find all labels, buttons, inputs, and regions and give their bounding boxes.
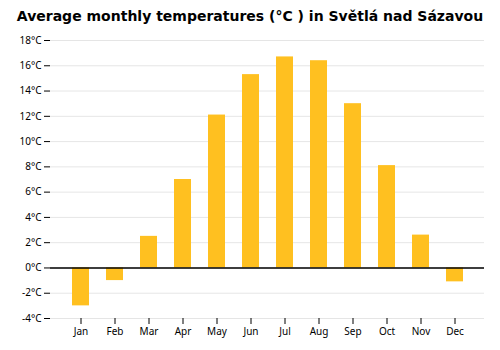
svg-text:12°C: 12°C: [19, 109, 42, 123]
svg-text:-4°C: -4°C: [22, 311, 42, 325]
svg-text:6°C: 6°C: [25, 184, 42, 198]
svg-text:Jun: Jun: [242, 324, 258, 338]
svg-text:16°C: 16°C: [19, 58, 42, 72]
svg-text:May: May: [207, 324, 228, 338]
svg-text:Jan: Jan: [73, 324, 89, 338]
svg-text:Nov: Nov: [412, 324, 431, 338]
svg-text:Jul: Jul: [278, 324, 291, 338]
svg-text:Aug: Aug: [310, 324, 329, 338]
svg-text:Sep: Sep: [344, 324, 361, 338]
svg-text:8°C: 8°C: [25, 159, 42, 173]
svg-text:2°C: 2°C: [25, 235, 42, 249]
svg-text:Feb: Feb: [107, 324, 124, 338]
svg-text:18°C: 18°C: [19, 33, 42, 47]
svg-text:Dec: Dec: [446, 324, 464, 338]
svg-text:Apr: Apr: [175, 324, 192, 338]
svg-text:Oct: Oct: [379, 324, 396, 338]
svg-text:-2°C: -2°C: [22, 285, 42, 299]
svg-text:14°C: 14°C: [19, 83, 42, 97]
svg-text:10°C: 10°C: [19, 134, 42, 148]
svg-text:0°C: 0°C: [25, 260, 42, 274]
svg-text:Mar: Mar: [140, 324, 159, 338]
html-text:Average monthly temperatures (: Average monthly temperatures (°C ) in Sv…: [16, 8, 484, 24]
svg-text:4°C: 4°C: [25, 210, 42, 224]
